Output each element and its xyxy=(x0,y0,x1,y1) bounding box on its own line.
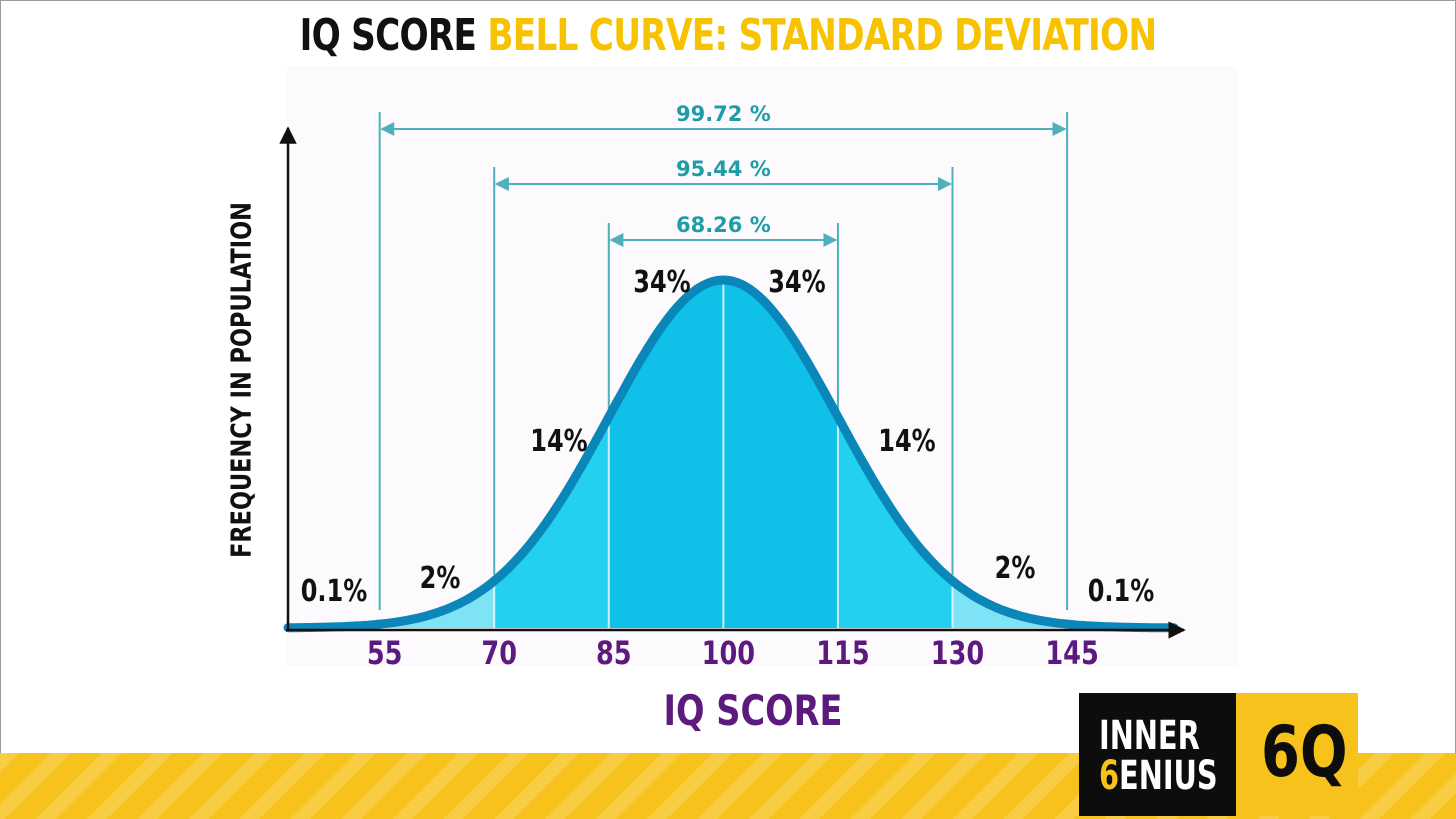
band-label-7: 0.1% xyxy=(1088,574,1155,608)
x-tick-label-3: 100 xyxy=(702,634,755,672)
title-part-1: IQ SCORE xyxy=(299,10,477,61)
band-label-5: 14% xyxy=(878,424,935,458)
x-tick-label-5: 130 xyxy=(931,634,984,672)
band-area-4 xyxy=(723,280,838,628)
x-tick-label-0: 55 xyxy=(367,634,403,672)
band-area-6 xyxy=(952,580,1068,628)
band-label-0: 0.1% xyxy=(301,574,368,608)
band-area-1 xyxy=(379,580,495,628)
band-label-2: 14% xyxy=(530,424,587,458)
x-tick-label-1: 70 xyxy=(481,634,517,672)
x-tick-label-2: 85 xyxy=(596,634,632,672)
x-axis-label: IQ SCORE xyxy=(663,686,843,735)
band-label-1: 2% xyxy=(420,561,461,595)
x-tick-label-4: 115 xyxy=(816,634,869,672)
logo-word-genius: 6ENIUS xyxy=(1099,753,1218,799)
y-axis-label: FREQUENCY IN POPULATION xyxy=(224,202,258,558)
title-part-2: BELL CURVE: STANDARD DEVIATION xyxy=(487,10,1157,61)
band-label-6: 2% xyxy=(995,551,1036,585)
logo-mark: 6Q xyxy=(1261,711,1348,793)
page-title: IQ SCORE BELL CURVE: STANDARD DEVIATION xyxy=(160,10,1296,61)
band-label-3: 34% xyxy=(633,265,690,299)
logo-word-inner: INNER xyxy=(1099,713,1200,759)
inner-genius-logo: INNER 6ENIUS 6Q xyxy=(1079,693,1358,816)
logo-gold-panel: 6Q xyxy=(1236,693,1358,816)
range-label-0: 99.72 % xyxy=(676,102,771,126)
logo-dark-panel: INNER 6ENIUS xyxy=(1079,693,1236,816)
band-area-3 xyxy=(608,280,724,628)
range-label-1: 95.44 % xyxy=(676,157,771,181)
bell-curve-line xyxy=(283,275,1179,633)
range-label-2: 68.26 % xyxy=(676,213,771,237)
band-label-4: 34% xyxy=(768,265,825,299)
logo-genius-initial: 6 xyxy=(1099,753,1120,799)
logo-genius-rest: ENIUS xyxy=(1119,753,1218,799)
x-tick-label-6: 145 xyxy=(1045,634,1098,672)
